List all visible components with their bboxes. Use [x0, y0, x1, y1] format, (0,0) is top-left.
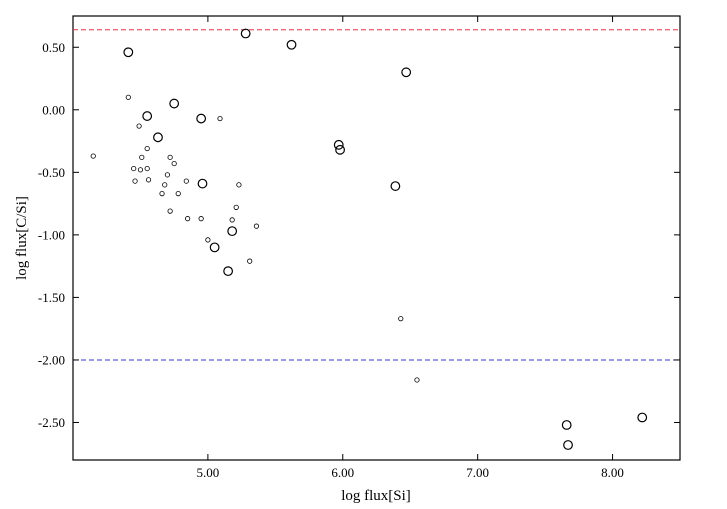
data-point-small — [185, 216, 191, 222]
data-point-small — [247, 258, 253, 264]
y-tick-label: -1.50 — [38, 290, 65, 305]
x-tick-label: 7.00 — [466, 465, 489, 480]
data-point-small — [144, 165, 150, 172]
data-point-small — [137, 167, 144, 173]
data-point-small — [164, 172, 171, 178]
data-point-large — [286, 39, 297, 50]
data-point-large — [123, 47, 134, 58]
data-point-large — [169, 98, 180, 109]
data-point-small — [217, 115, 223, 122]
data-point-large — [227, 226, 238, 237]
data-point-large — [209, 242, 220, 253]
data-point-small — [145, 177, 152, 183]
data-point-small — [236, 182, 242, 188]
y-tick-label: -1.00 — [38, 227, 65, 242]
x-axis: 5.00 6.00 7.00 8.00 — [197, 16, 624, 480]
plot-frame — [72, 15, 681, 461]
data-point-small — [136, 123, 142, 129]
y-axis: 0.50 0.00 -0.50 -1.00 -1.50 -2.00 -2.50 — [38, 40, 680, 430]
data-point-large — [561, 420, 572, 430]
data-point-large — [390, 181, 401, 191]
data-point-small — [139, 154, 145, 160]
x-tick-label: 5.00 — [197, 465, 220, 480]
data-point-small — [398, 316, 404, 322]
y-tick-label: 0.50 — [42, 40, 65, 55]
data-point-large — [563, 440, 573, 450]
data-point-small — [131, 165, 137, 172]
data-point-large — [637, 412, 648, 423]
data-points — [90, 28, 648, 450]
y-tick-label: -2.00 — [38, 352, 65, 367]
data-point-small — [162, 182, 168, 188]
data-point-small — [229, 217, 235, 223]
x-tick-label: 6.00 — [331, 465, 354, 480]
data-point-large — [335, 144, 345, 155]
data-point-large — [197, 178, 208, 189]
data-point-small — [198, 216, 204, 222]
data-point-small — [233, 204, 239, 210]
data-point-small — [167, 208, 173, 214]
y-tick-label: -2.50 — [38, 415, 65, 430]
data-point-small — [132, 178, 138, 184]
data-point-large — [142, 111, 153, 121]
data-point-large — [401, 67, 412, 78]
data-point-large — [333, 139, 344, 150]
x-tick-label: 8.00 — [601, 465, 624, 480]
data-point-large — [196, 113, 207, 124]
x-axis-label: log flux[Si] — [341, 488, 411, 504]
y-tick-label: 0.00 — [42, 102, 65, 117]
data-point-small — [159, 191, 165, 197]
data-point-small — [414, 377, 420, 383]
data-point-large — [153, 132, 163, 143]
data-point-small — [205, 237, 211, 243]
y-axis-label: log flux[C/Si] — [14, 196, 30, 280]
reference-lines — [73, 29, 680, 361]
data-point-small — [144, 145, 150, 152]
y-tick-label: -0.50 — [38, 165, 65, 180]
data-point-small — [183, 178, 189, 184]
data-point-small — [171, 160, 177, 167]
data-point-small — [167, 154, 173, 160]
data-point-small — [90, 153, 96, 159]
data-point-small — [125, 94, 131, 100]
data-point-large — [240, 28, 251, 39]
data-point-small — [175, 191, 181, 197]
data-point-small — [253, 223, 260, 229]
data-point-large — [223, 266, 234, 277]
